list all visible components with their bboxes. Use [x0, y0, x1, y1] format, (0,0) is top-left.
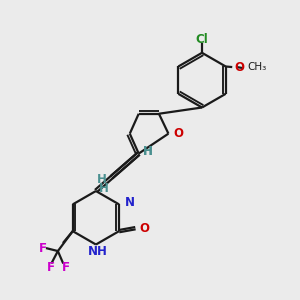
Text: CH₃: CH₃: [247, 62, 266, 72]
Text: F: F: [38, 242, 46, 255]
Text: H: H: [99, 182, 109, 194]
Text: F: F: [62, 262, 70, 275]
Text: H: H: [143, 145, 153, 158]
Text: O: O: [234, 61, 244, 74]
Text: H: H: [143, 145, 153, 158]
Text: O: O: [174, 127, 184, 140]
Text: N: N: [124, 196, 134, 209]
Text: NH: NH: [88, 245, 107, 258]
Text: H: H: [97, 173, 107, 186]
Text: F: F: [47, 262, 55, 275]
Text: Cl: Cl: [196, 33, 208, 46]
Text: O: O: [140, 222, 150, 235]
